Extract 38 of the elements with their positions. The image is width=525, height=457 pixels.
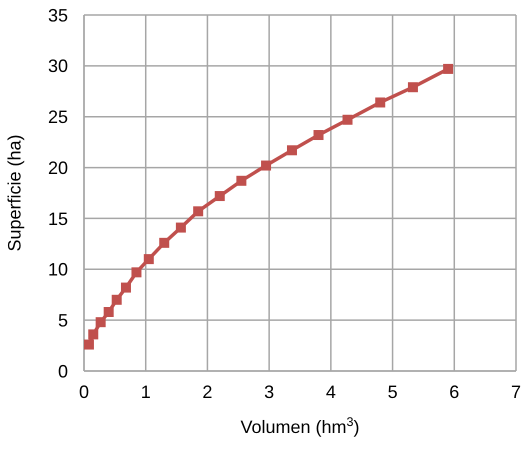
x-tick-label: 1 <box>140 382 151 402</box>
point <box>236 176 246 186</box>
point <box>144 254 154 264</box>
point <box>314 130 324 140</box>
x-tick-label: 4 <box>326 382 336 402</box>
point <box>120 282 131 293</box>
x-tick-label: 5 <box>388 382 398 402</box>
y-tick-label: 30 <box>48 56 68 76</box>
point <box>131 267 142 278</box>
point <box>84 340 94 350</box>
y-tick-label: 35 <box>48 5 68 26</box>
point <box>96 317 106 328</box>
x-tick-label: 2 <box>202 382 212 402</box>
point <box>261 160 272 171</box>
point <box>159 238 170 248</box>
point <box>176 222 186 233</box>
y-axis-title: Superficie (ha) <box>4 134 24 252</box>
y-tick-label: 0 <box>58 361 68 382</box>
y-tick-label: 10 <box>48 260 68 280</box>
point <box>214 191 225 202</box>
y-tick-label: 15 <box>48 208 68 229</box>
x-tick-label: 3 <box>264 382 274 402</box>
y-tick-label: 25 <box>48 107 68 128</box>
point <box>112 294 122 305</box>
x-tick-label: 7 <box>510 382 522 402</box>
point <box>104 307 114 318</box>
point <box>375 97 386 108</box>
x-tick-label: 0 <box>78 382 90 402</box>
point <box>408 82 418 92</box>
x-tick-label: 6 <box>449 382 460 402</box>
x-axis-title: Volumen (hm$^{3}$) <box>240 415 360 437</box>
point <box>286 145 297 156</box>
y-tick-label: 5 <box>58 310 68 331</box>
point <box>342 114 353 125</box>
point <box>193 206 204 216</box>
point <box>88 329 98 340</box>
y-tick-label: 20 <box>48 158 68 178</box>
point <box>443 64 454 74</box>
